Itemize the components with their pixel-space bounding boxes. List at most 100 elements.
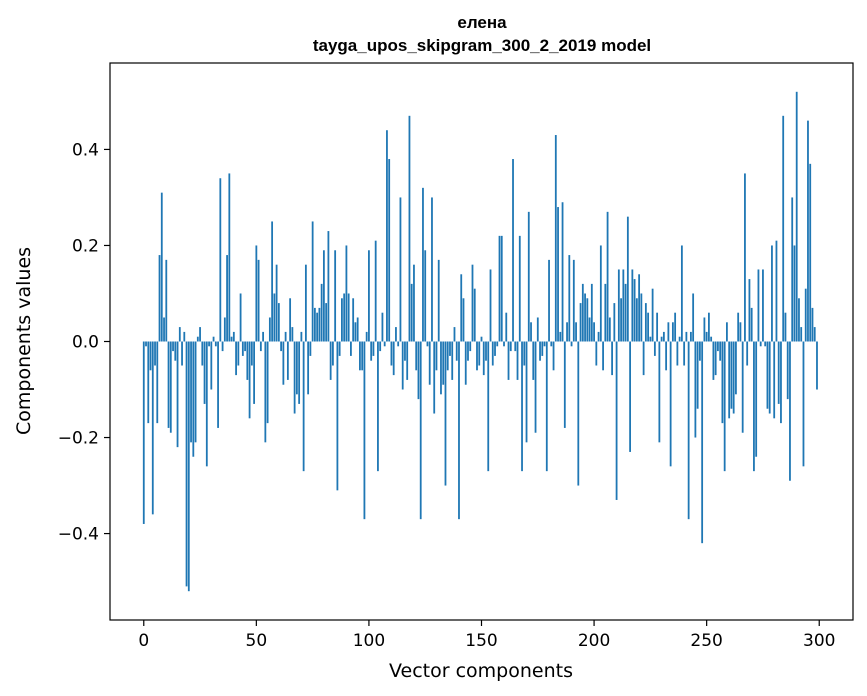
bar-106 bbox=[381, 312, 384, 342]
bar-127 bbox=[428, 341, 431, 385]
bar-155 bbox=[491, 341, 494, 366]
bar-249 bbox=[703, 317, 706, 342]
bar-206 bbox=[606, 211, 609, 342]
bar-207 bbox=[608, 317, 611, 342]
bar-211 bbox=[617, 269, 620, 342]
bar-204 bbox=[602, 341, 604, 371]
bar-252 bbox=[710, 336, 713, 342]
bar-241 bbox=[685, 331, 688, 342]
bar-59 bbox=[275, 264, 278, 342]
bar-221 bbox=[640, 293, 643, 342]
bar-285 bbox=[784, 312, 787, 342]
bar-71 bbox=[302, 341, 305, 472]
bar-117 bbox=[406, 341, 409, 380]
bar-29 bbox=[208, 341, 210, 347]
bar-21 bbox=[190, 341, 192, 443]
bar-250 bbox=[705, 331, 708, 342]
bar-178 bbox=[543, 341, 546, 347]
bar-35 bbox=[221, 341, 224, 352]
bar-6 bbox=[156, 341, 159, 424]
bar-175 bbox=[536, 317, 539, 342]
bar-93 bbox=[352, 298, 355, 342]
bar-172 bbox=[530, 322, 532, 342]
bar-40 bbox=[232, 331, 235, 342]
bar-296 bbox=[809, 163, 812, 342]
bar-62 bbox=[282, 341, 285, 385]
bar-154 bbox=[489, 269, 492, 342]
bar-7 bbox=[158, 255, 161, 342]
bar-233 bbox=[667, 322, 670, 342]
bar-168 bbox=[521, 341, 523, 472]
bar-95 bbox=[356, 317, 359, 342]
bar-64 bbox=[286, 341, 289, 380]
x-tick-label: 0 bbox=[138, 631, 149, 651]
bar-79 bbox=[320, 283, 323, 342]
bar-151 bbox=[482, 341, 485, 376]
bar-26 bbox=[201, 341, 204, 366]
bar-266 bbox=[741, 341, 744, 433]
bar-135 bbox=[446, 341, 449, 371]
bar-69 bbox=[298, 341, 301, 404]
bar-263 bbox=[735, 341, 737, 395]
bar-116 bbox=[404, 341, 406, 361]
bar-273 bbox=[757, 269, 760, 342]
bar-101 bbox=[370, 341, 373, 361]
bar-260 bbox=[728, 341, 731, 419]
bar-279 bbox=[771, 245, 773, 342]
bar-245 bbox=[694, 341, 697, 438]
bar-196 bbox=[584, 293, 586, 342]
bar-30 bbox=[210, 341, 213, 390]
bar-99 bbox=[365, 331, 368, 342]
bar-33 bbox=[217, 341, 219, 428]
bar-78 bbox=[318, 307, 321, 342]
bar-170 bbox=[525, 341, 528, 443]
bars-group bbox=[142, 91, 818, 592]
bar-275 bbox=[762, 269, 764, 342]
bar-182 bbox=[552, 341, 555, 371]
bar-143 bbox=[464, 341, 467, 385]
bar-199 bbox=[590, 283, 593, 342]
bar-219 bbox=[635, 298, 638, 342]
bar-75 bbox=[311, 221, 314, 342]
x-tick-label: 200 bbox=[578, 631, 610, 651]
bar-137 bbox=[451, 341, 454, 380]
bar-50 bbox=[255, 245, 258, 342]
bar-8 bbox=[160, 192, 163, 342]
bar-53 bbox=[262, 331, 264, 342]
bar-201 bbox=[595, 341, 598, 366]
bar-232 bbox=[665, 341, 668, 371]
y-axis-label: Components values bbox=[13, 247, 35, 435]
bar-39 bbox=[230, 336, 233, 342]
bar-83 bbox=[329, 341, 332, 380]
bar-239 bbox=[680, 245, 683, 342]
bar-81 bbox=[325, 303, 328, 342]
bar-280 bbox=[773, 341, 776, 419]
bar-55 bbox=[266, 341, 269, 424]
bar-287 bbox=[789, 341, 791, 481]
bar-237 bbox=[676, 341, 679, 366]
bar-267 bbox=[744, 173, 746, 342]
bar-46 bbox=[246, 341, 249, 380]
bar-220 bbox=[638, 274, 641, 342]
bar-82 bbox=[327, 231, 330, 342]
bar-208 bbox=[611, 341, 613, 376]
bar-218 bbox=[633, 279, 636, 342]
bar-259 bbox=[726, 322, 728, 342]
bar-271 bbox=[753, 341, 755, 472]
bar-283 bbox=[780, 341, 782, 424]
bar-36 bbox=[223, 317, 226, 342]
bar-164 bbox=[512, 159, 514, 342]
bar-66 bbox=[291, 327, 294, 342]
bar-200 bbox=[593, 322, 595, 342]
bar-136 bbox=[449, 341, 451, 356]
bar-277 bbox=[766, 341, 769, 409]
bar-180 bbox=[548, 259, 550, 342]
bar-146 bbox=[471, 264, 474, 342]
bar-51 bbox=[257, 259, 260, 342]
bar-236 bbox=[674, 312, 677, 342]
bar-122 bbox=[417, 341, 420, 400]
bar-173 bbox=[532, 341, 535, 380]
bar-292 bbox=[800, 327, 803, 342]
bar-258 bbox=[723, 341, 726, 472]
bar-256 bbox=[719, 341, 722, 361]
